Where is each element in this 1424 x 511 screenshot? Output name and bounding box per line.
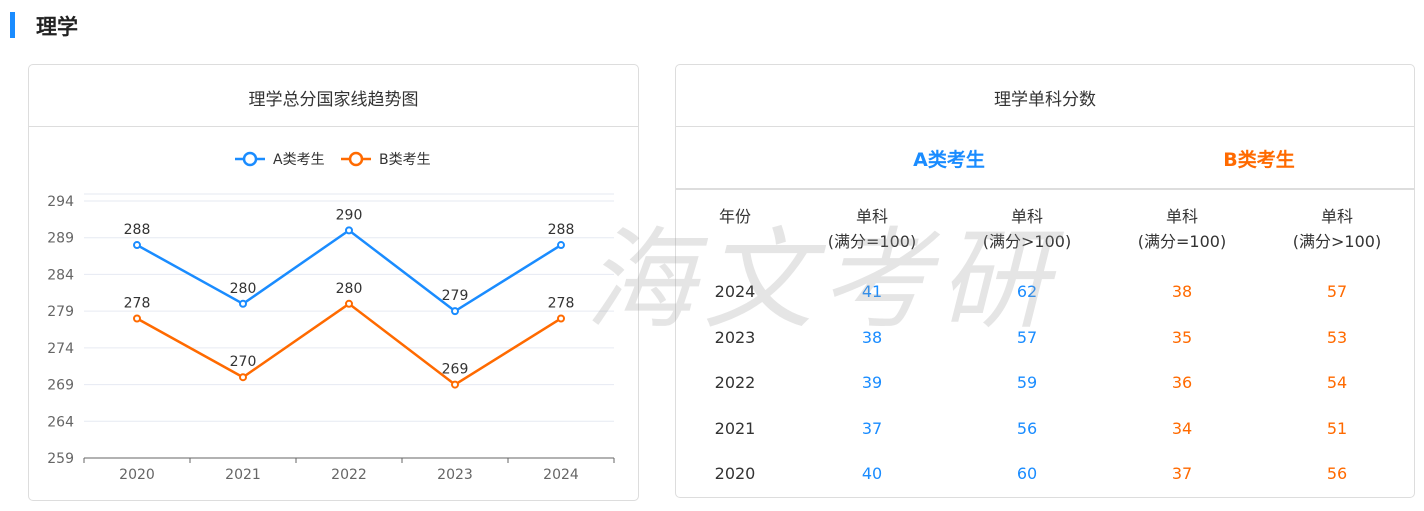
data-point: [557, 314, 565, 323]
score-cell: 60: [1016, 464, 1038, 483]
data-label: 278: [548, 295, 575, 311]
score-cell: 40: [861, 464, 883, 483]
year-cell: 2022: [714, 373, 756, 392]
y-tick-label: 274: [47, 341, 74, 357]
series-line: [136, 302, 562, 387]
chart-title: 理学总分国家线趋势图: [248, 90, 419, 110]
year-cell: 2024: [714, 282, 756, 301]
score-cell: 59: [1016, 373, 1038, 392]
data-label: 270: [230, 354, 257, 370]
data-point: [133, 314, 141, 323]
line-chart: 294 289 284 279 274 269 264 259 2020 2021 2022 2023…: [47, 151, 615, 483]
column-header-line: 单科: [1165, 207, 1198, 226]
column-header: 单科 (满分=100): [828, 204, 916, 254]
data-point: [557, 241, 565, 250]
score-cell: 57: [1326, 282, 1348, 301]
column-header: 年份: [719, 204, 751, 229]
data-point: [239, 299, 247, 308]
column-header-line: 单科: [1010, 207, 1043, 226]
legend-marker: [242, 151, 258, 167]
y-tick-label: 294: [47, 194, 74, 210]
single-subject-card: 理学单科分数 A类考生 B类考生 年份 单科 (满分=100) 单科 (满分>100) 单…: [675, 64, 1415, 498]
column-header-line: 年份: [718, 207, 752, 226]
data-point: [451, 307, 459, 316]
score-cell: 34: [1171, 418, 1193, 438]
column-header-line: 单科: [855, 207, 888, 226]
column-header: 单科 (满分>100): [1293, 204, 1381, 254]
score-cell: 36: [1171, 373, 1193, 392]
score-cell: 38: [1171, 282, 1193, 301]
column-header: 单科 (满分>100): [983, 204, 1071, 254]
data-label: 279: [442, 288, 469, 304]
legend-label: B类考生: [379, 152, 431, 168]
column-header-line: (满分=100): [1137, 232, 1227, 251]
y-tick-label: 259: [47, 451, 74, 467]
year-cell: 2021: [714, 418, 756, 438]
x-tick-label: 2023: [437, 467, 473, 483]
group-a-header: A类考生: [913, 149, 985, 171]
group-b-header: B类考生: [1223, 149, 1295, 171]
data-point: [239, 373, 247, 382]
score-cell: 37: [861, 418, 883, 438]
score-cell: 35: [1171, 327, 1193, 347]
score-cell: 37: [1171, 464, 1193, 483]
x-tick-label: 2022: [331, 467, 367, 483]
data-point: [133, 241, 141, 250]
data-label: 280: [336, 281, 363, 297]
year-cell: 2023: [714, 327, 756, 347]
y-tick-label: 264: [47, 414, 74, 430]
score-cell: 56: [1016, 418, 1038, 438]
column-header-line: 单科: [1320, 207, 1353, 226]
data-label: 288: [124, 222, 151, 238]
y-tick-label: 269: [47, 378, 74, 394]
data-label: 280: [230, 281, 257, 297]
column-header-line: (满分=100): [827, 232, 917, 251]
x-tick-label: 2020: [119, 467, 155, 483]
score-cell: 38: [861, 327, 883, 347]
data-label: 288: [548, 222, 575, 238]
y-tick-label: 284: [47, 267, 74, 283]
x-tick-label: 2021: [225, 467, 261, 483]
data-label: 278: [124, 295, 151, 311]
column-header-line: (满分>100): [982, 232, 1072, 251]
divider: [676, 188, 1414, 190]
legend-marker: [348, 151, 364, 167]
data-point: [451, 380, 459, 389]
x-tick-label: 2024: [543, 467, 579, 483]
score-cell: 54: [1326, 373, 1348, 392]
score-cell: 53: [1326, 327, 1348, 347]
data-label: 269: [442, 362, 469, 378]
score-cell: 51: [1326, 418, 1348, 438]
legend-label: A类考生: [273, 152, 325, 168]
score-cell: 41: [861, 282, 883, 301]
score-cell: 39: [861, 373, 883, 392]
column-header-line: (满分>100): [1292, 232, 1382, 251]
y-tick-label: 289: [47, 231, 74, 247]
section-title: 理学: [36, 15, 78, 39]
section-accent-bar: [10, 12, 15, 38]
divider: [29, 126, 638, 127]
data-point: [345, 299, 353, 308]
data-label: 290: [336, 207, 363, 223]
year-cell: 2020: [714, 464, 756, 483]
divider: [676, 126, 1414, 127]
score-cell: 57: [1016, 327, 1038, 347]
series-line: [136, 228, 562, 313]
data-point: [345, 226, 353, 235]
y-tick-label: 279: [47, 304, 74, 320]
trend-chart-card: 理学总分国家线趋势图 294 289 284 279 274 269 264 259 2020 2…: [28, 64, 639, 501]
table-title: 理学单科分数: [994, 90, 1096, 110]
score-cell: 62: [1016, 282, 1038, 301]
column-header: 单科 (满分=100): [1138, 204, 1226, 254]
score-cell: 56: [1326, 464, 1348, 483]
